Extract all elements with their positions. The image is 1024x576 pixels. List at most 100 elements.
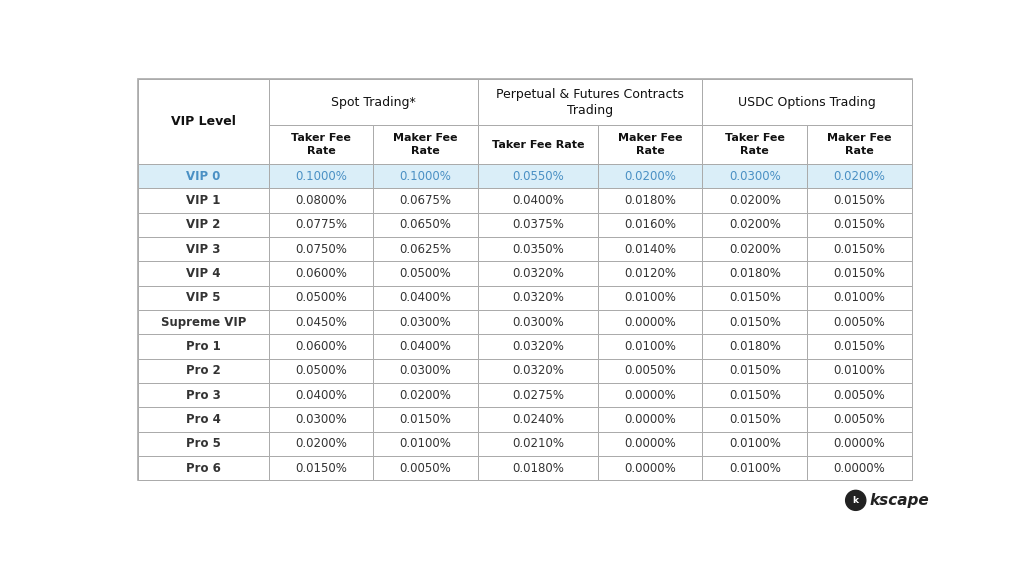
Bar [138,310,268,334]
Bar [807,286,911,310]
Bar [373,334,478,359]
Bar [702,261,807,286]
Text: VIP Level: VIP Level [171,115,236,128]
Text: 0.0150%: 0.0150% [729,413,780,426]
Text: 0.0210%: 0.0210% [512,437,564,450]
Text: 0.0180%: 0.0180% [729,340,780,353]
Bar [373,237,478,261]
Text: 0.0150%: 0.0150% [834,242,885,256]
Text: 0.0240%: 0.0240% [512,413,564,426]
Text: 0.0400%: 0.0400% [399,340,452,353]
Text: Maker Fee
Rate: Maker Fee Rate [617,134,682,156]
Text: 0.0000%: 0.0000% [625,437,676,450]
Bar [598,237,702,261]
Bar [268,213,373,237]
Bar [702,334,807,359]
Text: 0.0000%: 0.0000% [625,316,676,328]
Bar [807,213,911,237]
Text: 0.0000%: 0.0000% [625,461,676,475]
Bar [373,261,478,286]
Bar [268,286,373,310]
Text: 0.0050%: 0.0050% [834,316,885,328]
Bar [702,383,807,407]
Text: 0.0180%: 0.0180% [625,194,676,207]
Bar [268,164,373,188]
Text: USDC Options Trading: USDC Options Trading [738,96,876,109]
Text: k: k [853,496,859,505]
Text: 0.0100%: 0.0100% [729,461,780,475]
Text: 0.0100%: 0.0100% [729,437,780,450]
Text: Maker Fee
Rate: Maker Fee Rate [827,134,892,156]
Bar [598,359,702,383]
Bar [807,383,911,407]
Text: 0.0150%: 0.0150% [834,218,885,231]
Bar [268,237,373,261]
Bar [373,359,478,383]
Text: 0.0150%: 0.0150% [729,291,780,304]
Bar [807,334,911,359]
Bar [478,334,598,359]
Bar [478,310,598,334]
Text: 0.0200%: 0.0200% [834,169,885,183]
Text: 0.0320%: 0.0320% [512,267,564,280]
Bar [478,126,598,164]
Bar [598,164,702,188]
Bar [598,456,702,480]
Text: 0.0180%: 0.0180% [512,461,564,475]
Text: Pro 3: Pro 3 [186,389,221,401]
Bar [138,456,268,480]
Text: 0.0200%: 0.0200% [625,169,676,183]
Text: 0.0625%: 0.0625% [399,242,452,256]
Bar [138,164,268,188]
Text: 0.0150%: 0.0150% [834,194,885,207]
Bar [268,79,478,126]
Text: 0.0350%: 0.0350% [512,242,564,256]
Bar [702,431,807,456]
Text: 0.0400%: 0.0400% [295,389,347,401]
Text: VIP 5: VIP 5 [186,291,220,304]
Bar [807,237,911,261]
Text: 0.0000%: 0.0000% [625,413,676,426]
Bar [373,383,478,407]
Text: 0.0320%: 0.0320% [512,291,564,304]
Bar [807,359,911,383]
Text: VIP 0: VIP 0 [186,169,220,183]
Text: 0.0500%: 0.0500% [295,291,347,304]
Bar [807,188,911,213]
Bar [807,431,911,456]
Text: Maker Fee
Rate: Maker Fee Rate [393,134,458,156]
Bar [478,456,598,480]
Text: 0.0150%: 0.0150% [834,340,885,353]
Bar [598,188,702,213]
Text: 0.0600%: 0.0600% [295,267,347,280]
Text: 0.0300%: 0.0300% [512,316,564,328]
Text: 0.0100%: 0.0100% [834,364,885,377]
Bar [598,286,702,310]
Bar [268,407,373,431]
Bar [373,456,478,480]
Bar [268,126,373,164]
Text: 0.0150%: 0.0150% [295,461,347,475]
Text: 0.0200%: 0.0200% [295,437,347,450]
Text: 0.0275%: 0.0275% [512,389,564,401]
Bar [702,359,807,383]
Text: Pro 5: Pro 5 [186,437,221,450]
Text: Taker Fee Rate: Taker Fee Rate [492,139,584,150]
Circle shape [846,490,866,510]
Text: 0.0200%: 0.0200% [729,242,780,256]
Text: 0.0400%: 0.0400% [399,291,452,304]
Text: Supreme VIP: Supreme VIP [161,316,246,328]
Bar [478,359,598,383]
Text: VIP 3: VIP 3 [186,242,220,256]
Text: 0.0000%: 0.0000% [625,389,676,401]
Text: 0.0400%: 0.0400% [512,194,564,207]
Text: 0.0450%: 0.0450% [295,316,347,328]
Bar [268,431,373,456]
Bar [138,286,268,310]
Bar [138,261,268,286]
Bar [373,286,478,310]
Bar [138,407,268,431]
Bar [807,456,911,480]
Bar [478,431,598,456]
Bar [373,164,478,188]
